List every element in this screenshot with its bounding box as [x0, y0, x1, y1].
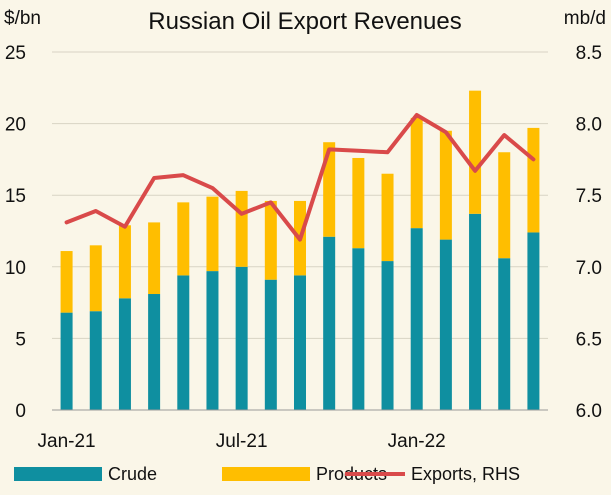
bar-products [264, 200, 277, 280]
bar-crude [177, 275, 190, 410]
left-tick-label: 10 [5, 258, 26, 279]
left-tick-label: 0 [15, 401, 26, 422]
bar-crude [206, 271, 219, 410]
bar-products [410, 117, 423, 229]
left-tick-label: 5 [15, 329, 26, 350]
legend-label: Exports, RHS [411, 464, 520, 484]
right-axis-unit: mb/d [564, 8, 606, 29]
bar-products [323, 142, 336, 237]
x-tick-label: Jul-21 [216, 431, 268, 452]
bar-crude [294, 275, 306, 410]
bar-products [60, 251, 73, 313]
right-tick-label: 7.5 [576, 186, 602, 207]
left-axis-unit: $/bn [4, 8, 41, 29]
left-tick-label: 25 [5, 43, 26, 64]
exports-line [64, 113, 536, 242]
right-tick-label: 8.5 [576, 43, 602, 64]
bar-crude [352, 248, 365, 410]
bar-products [527, 127, 540, 233]
bar-crude [60, 312, 73, 410]
bar-products [439, 130, 452, 240]
legend-label: Crude [108, 464, 157, 484]
gridlines [52, 51, 548, 339]
x-tick-label: Jan-22 [388, 431, 446, 452]
bar-series [60, 90, 540, 410]
bar-products [498, 152, 511, 259]
bar-crude [381, 261, 394, 410]
bar-products [118, 225, 131, 299]
bar-crude [410, 228, 423, 410]
bar-products [469, 90, 482, 214]
x-tick-label: Jan-21 [38, 431, 96, 452]
right-tick-label: 6.0 [576, 401, 602, 422]
line-series [64, 113, 536, 242]
bar-crude [469, 213, 482, 410]
bar-products [206, 196, 219, 272]
right-tick-label: 8.0 [576, 115, 602, 136]
left-tick-label: 15 [5, 186, 26, 207]
bar-crude [439, 239, 452, 410]
bar-crude [527, 232, 540, 410]
bar-crude [118, 298, 131, 410]
bar-crude [323, 236, 336, 410]
bar-products [148, 222, 161, 295]
legend-swatch [222, 467, 310, 481]
bar-products [235, 190, 248, 267]
left-tick-label: 20 [5, 115, 26, 136]
bar-products [177, 202, 190, 276]
axes: 0 5 10 15 20 25 6.0 6.5 7.0 7.5 8.0 8.5 Jan-21 Jul-21… [5, 43, 602, 452]
chart-title: Russian Oil Export Revenues [148, 8, 461, 35]
bar-crude [235, 266, 248, 410]
bar-products [352, 157, 365, 249]
legend-swatch [14, 467, 102, 481]
bar-products [89, 245, 102, 312]
bar-crude [89, 311, 102, 410]
legend: Crude Products Exports, RHS [14, 464, 520, 484]
right-tick-label: 7.0 [576, 258, 602, 279]
right-tick-label: 6.5 [576, 329, 602, 350]
bar-products [381, 173, 394, 262]
bar-crude [148, 294, 161, 410]
bar-crude [264, 279, 277, 410]
bar-crude [498, 258, 511, 410]
